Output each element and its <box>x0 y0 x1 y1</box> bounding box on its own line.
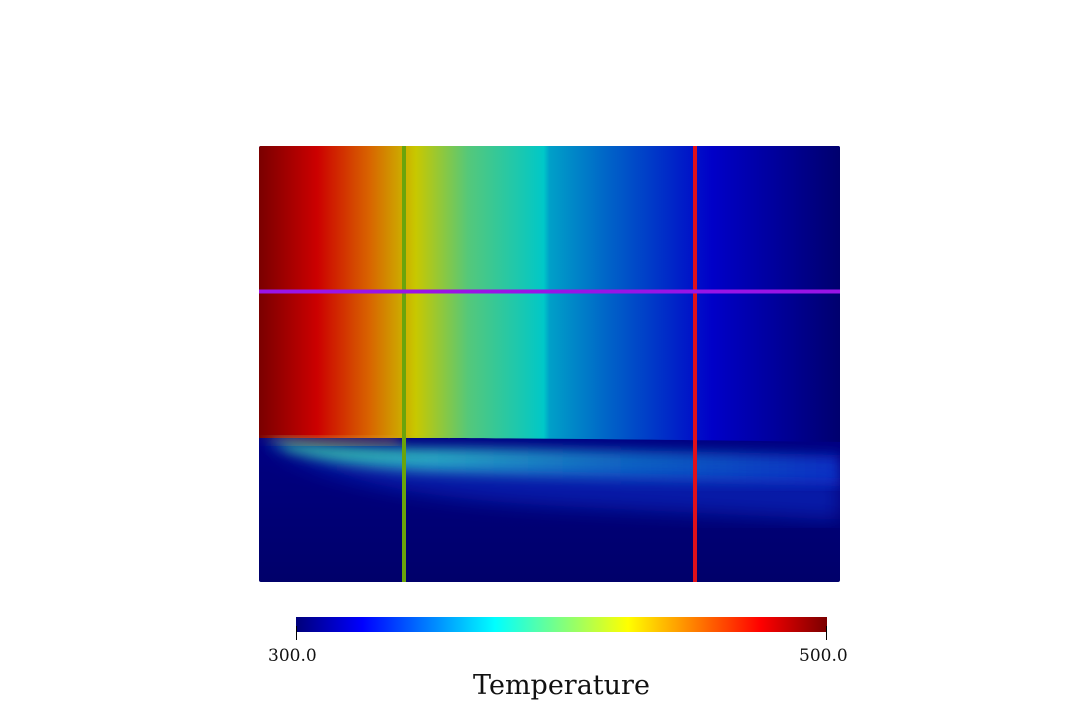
colorbar-gradient <box>296 617 827 632</box>
colorbar-title: Temperature <box>473 670 650 701</box>
temperature-field <box>259 146 840 582</box>
colorbar-max-label: 500.0 <box>799 646 848 666</box>
colorbar-min-label: 300.0 <box>268 646 317 666</box>
colorbar <box>296 617 827 640</box>
